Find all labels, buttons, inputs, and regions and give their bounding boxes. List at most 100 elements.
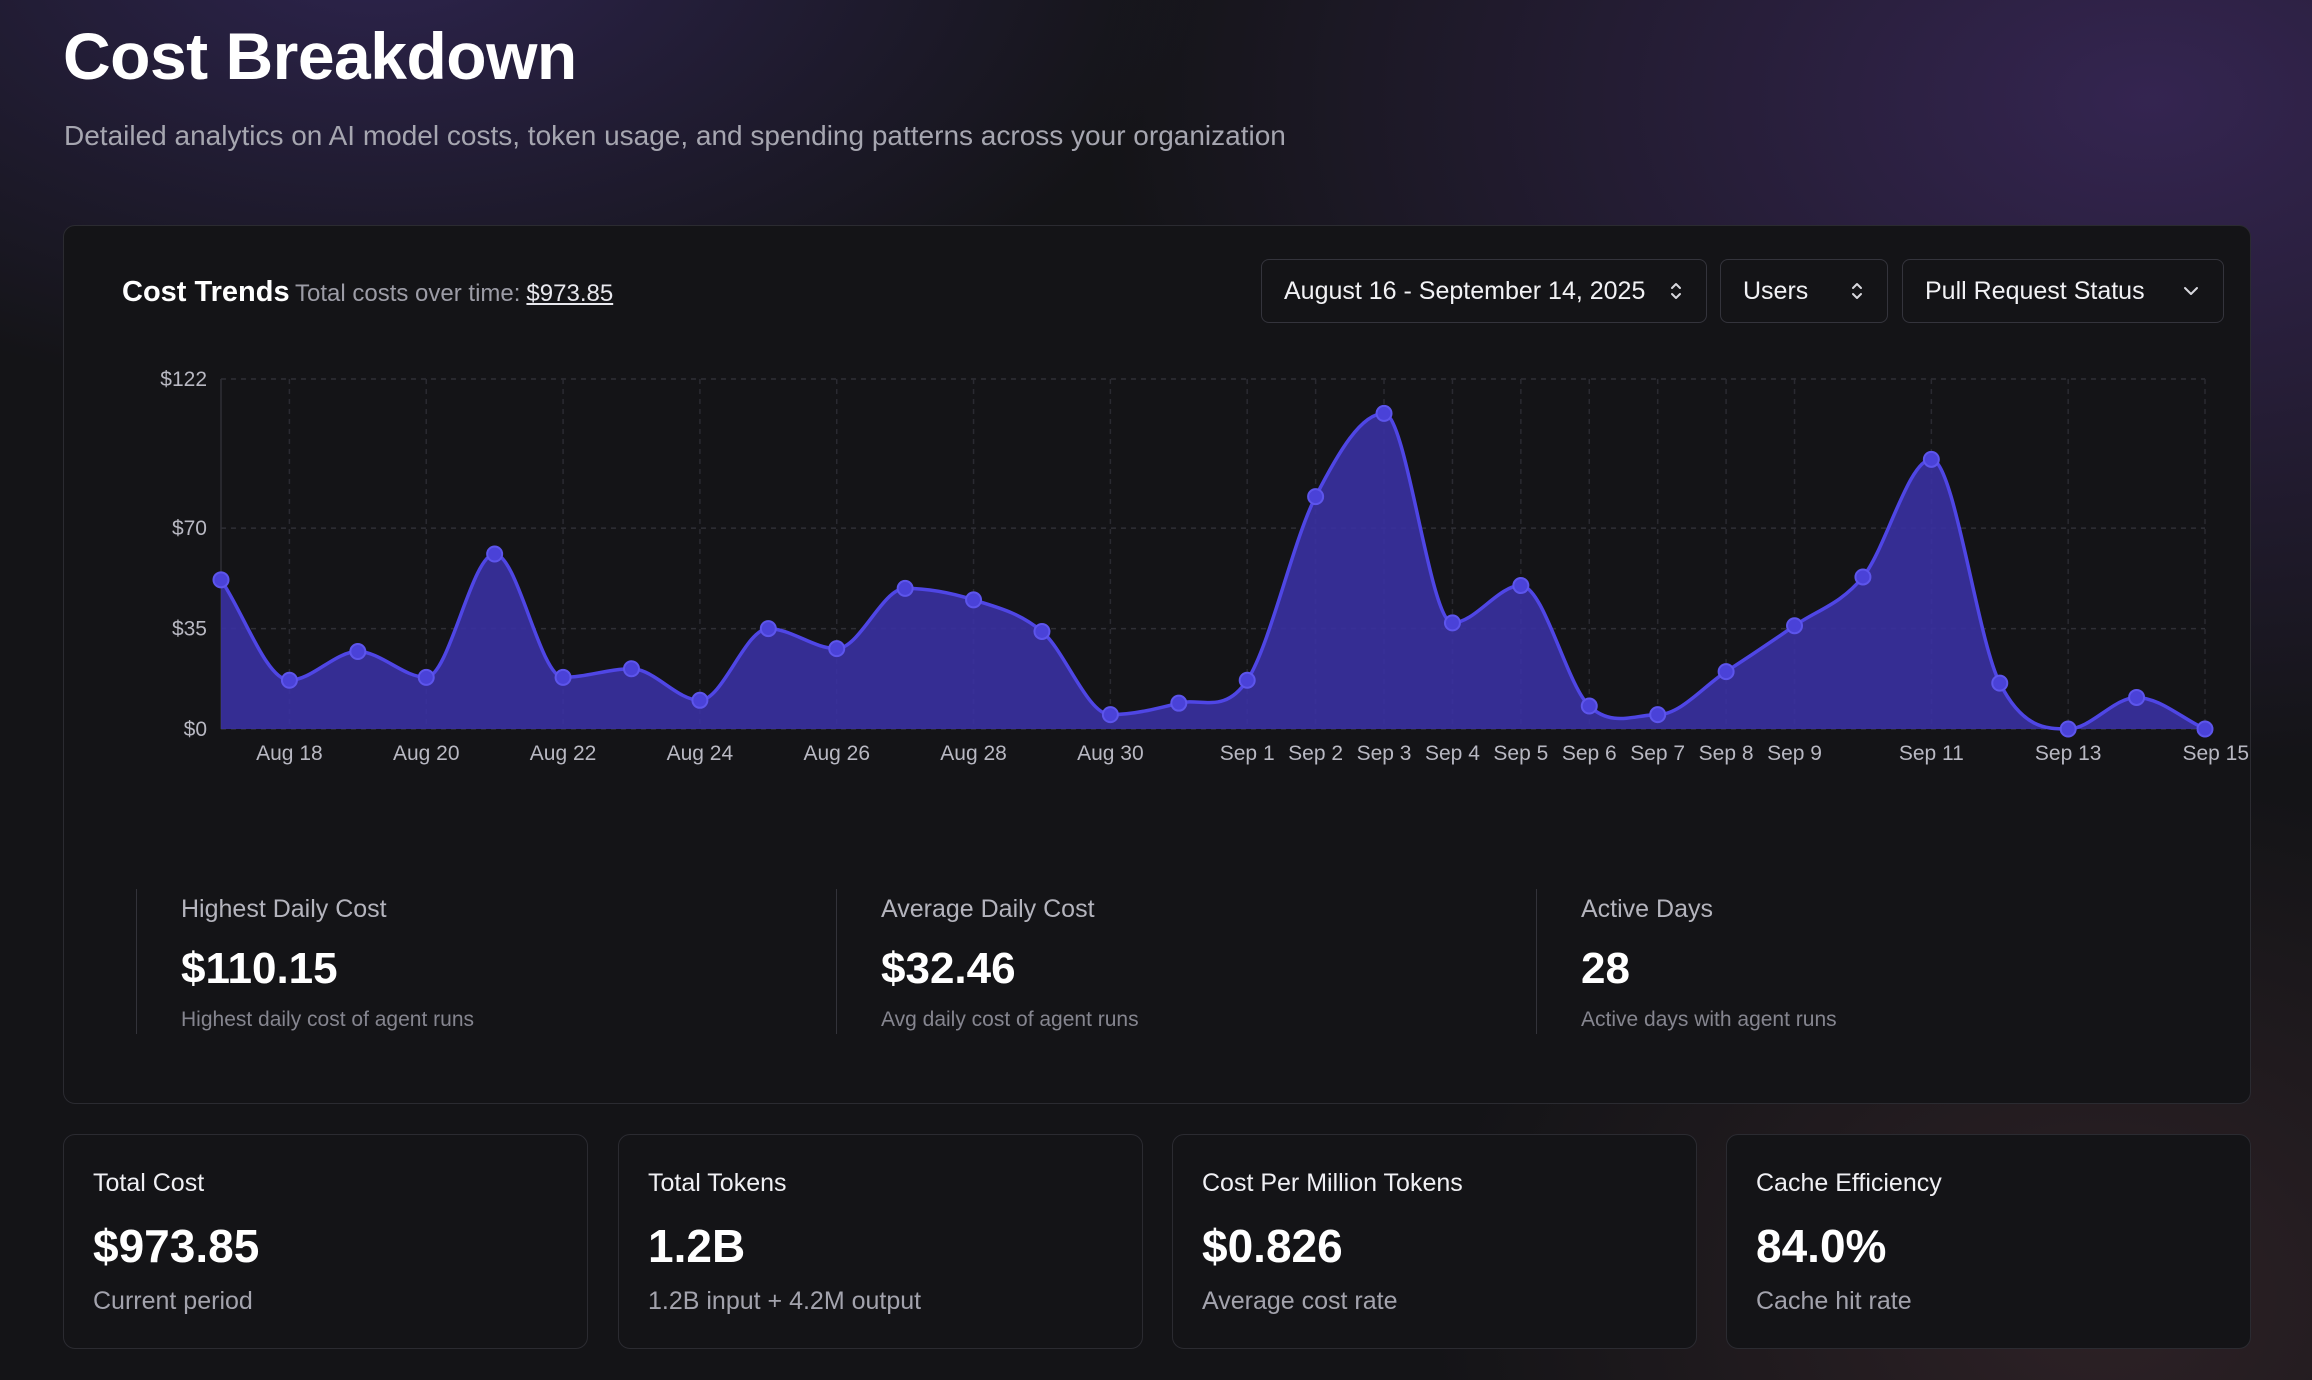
cost-trends-card: Cost Trends Total costs over time: $973.8… [63,225,2251,1104]
chevron-up-down-icon [1671,283,1681,299]
x-tick-label: Sep 7 [1630,742,1685,765]
data-point [691,691,709,709]
y-tick-label: $70 [172,517,207,540]
metric-note: Average cost rate [1202,1287,1398,1315]
data-point [1375,404,1393,422]
cost-trends-chart: $0 $35 $70 $122 Aug 18 Aug 20 Aug 22 Aug 24 Aug … [160,368,2249,765]
stat-value: 28 [1581,944,1630,993]
data-point [1033,622,1051,640]
data-point [1580,697,1598,715]
data-point [1238,671,1256,689]
metric-card-cost-per-million-tokens: Cost Per Million Tokens $0.826 Average c… [1172,1134,1697,1349]
x-tick-label: Aug 22 [530,742,597,765]
data-point [1512,577,1530,595]
group-by-select[interactable]: Users [1720,259,1888,323]
metric-card-cache-efficiency: Cache Efficiency 84.0% Cache hit rate [1726,1134,2251,1349]
stat-highest-daily-cost: Highest Daily Cost $110.15 Highest daily… [136,889,796,1034]
metric-note: 1.2B input + 4.2M output [648,1287,922,1315]
cost-trends-total-link[interactable]: $973.85 [526,280,614,307]
data-point [1649,706,1667,724]
page-title: Cost Breakdown [63,19,577,93]
cost-trends-title: Cost Trends [122,276,290,308]
data-point [759,620,777,638]
pull-request-status-dropdown[interactable]: Pull Request Status [1902,259,2224,323]
data-point [554,668,572,686]
metric-label: Total Cost [93,1169,205,1197]
data-point [1443,614,1461,632]
x-tick-label: Sep 6 [1562,742,1617,765]
metric-value: $0.826 [1202,1220,1343,1272]
data-point [486,545,504,563]
x-tick-label: Aug 26 [803,742,870,765]
x-tick-label: Sep 2 [1288,742,1343,765]
group-by-value: Users [1743,276,1809,305]
metric-value: 1.2B [648,1220,746,1272]
stat-label: Active Days [1581,895,1713,923]
y-tick-label: $0 [184,718,207,741]
x-tick-label: Aug 18 [256,742,323,765]
metric-note: Cache hit rate [1756,1287,1912,1315]
data-point [1307,488,1325,506]
date-range-select[interactable]: August 16 - September 14, 2025 [1261,259,1707,323]
data-point [417,668,435,686]
date-range-value: August 16 - September 14, 2025 [1284,276,1646,305]
x-tick-label: Sep 3 [1357,742,1412,765]
x-tick-label: Aug 30 [1077,742,1144,765]
chevron-up-down-icon [1852,283,1862,299]
data-point [212,571,230,589]
x-tick-label: Sep 11 [1899,742,1964,765]
metric-label: Cache Efficiency [1756,1169,1942,1197]
stat-label: Average Daily Cost [881,895,1095,923]
x-tick-label: Aug 24 [667,742,734,765]
x-tick-label: Aug 20 [393,742,460,765]
data-point [2196,720,2214,738]
stat-label: Highest Daily Cost [181,895,387,923]
x-tick-label: Sep 1 [1220,742,1275,765]
stat-note: Active days with agent runs [1581,1008,1837,1031]
data-point [1101,706,1119,724]
data-point [622,660,640,678]
metric-label: Total Tokens [648,1169,787,1197]
stat-value: $32.46 [881,944,1016,993]
data-point [2059,720,2077,738]
cost-trends-subtitle: Total costs over time: $973.85 [295,280,613,308]
stat-value: $110.15 [181,944,338,993]
stat-active-days: Active Days 28 Active days with agent ru… [1536,889,2196,1034]
data-point [965,591,983,609]
metric-value: $973.85 [93,1220,260,1272]
stat-note: Avg daily cost of agent runs [881,1008,1139,1031]
y-tick-label: $35 [172,618,207,641]
metric-card-total-tokens: Total Tokens 1.2B 1.2B input + 4.2M outp… [618,1134,1143,1349]
x-tick-label: Sep 9 [1767,742,1822,765]
x-tick-label: Aug 28 [940,742,1007,765]
metric-note: Current period [93,1287,253,1315]
metric-card-total-cost: Total Cost $973.85 Current period [63,1134,588,1349]
data-point [1786,617,1804,635]
data-point [1854,568,1872,586]
data-point [828,640,846,658]
stat-note: Highest daily cost of agent runs [181,1008,474,1031]
data-point [1170,694,1188,712]
data-point [1922,450,1940,468]
x-tick-label: Sep 13 [2035,742,2102,765]
x-tick-label: Sep 4 [1425,742,1480,765]
x-tick-label: Sep 8 [1699,742,1754,765]
metric-value: 84.0% [1756,1220,1887,1272]
series-line [219,411,2206,731]
page-subtitle: Detailed analytics on AI model costs, to… [64,120,1286,151]
x-tick-label: Sep 5 [1493,742,1548,765]
data-point [1991,674,2009,692]
x-tick-label: Sep 15 [2182,742,2249,765]
data-point [2128,688,2146,706]
y-tick-label: $122 [160,368,207,391]
metric-label: Cost Per Million Tokens [1202,1169,1463,1197]
data-point [280,671,298,689]
data-point [896,579,914,597]
pull-request-status-label: Pull Request Status [1925,276,2145,305]
data-point [349,643,367,661]
chevron-down-icon [2184,287,2198,295]
series-area [221,413,2205,729]
cost-trends-subtitle-label: Total costs over time: [295,280,521,307]
stat-average-daily-cost: Average Daily Cost $32.46 Avg daily cost… [836,889,1496,1034]
data-point [1717,663,1735,681]
